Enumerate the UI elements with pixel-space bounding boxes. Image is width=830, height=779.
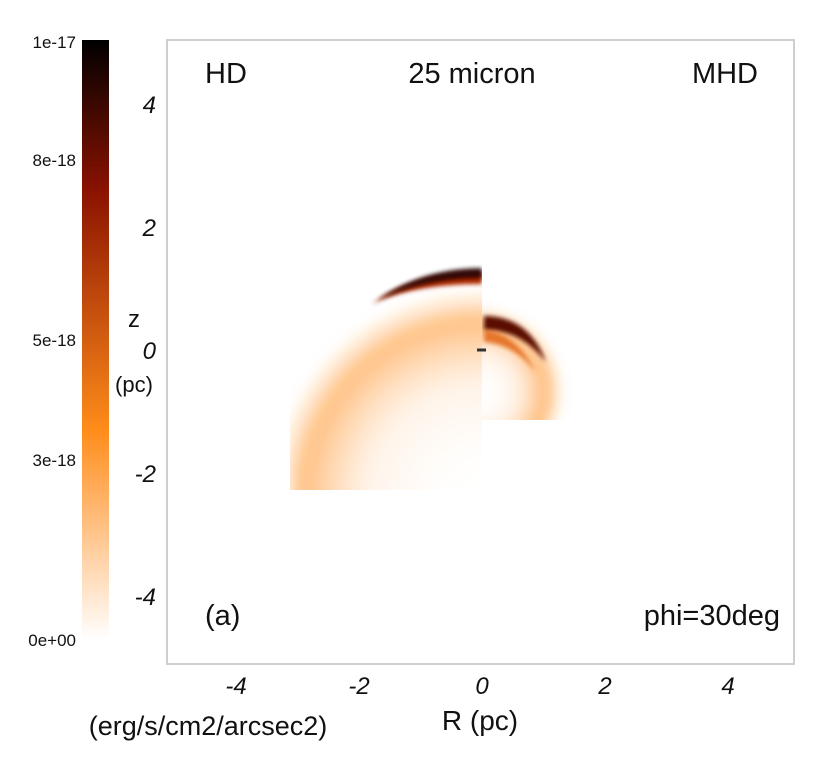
- mhd-shell-inner: [484, 330, 536, 372]
- colorbar-tick-label: 1e-17: [33, 33, 76, 52]
- colorbar-tick-label: 5e-18: [33, 331, 76, 350]
- panel-title: 25 micron: [408, 58, 535, 90]
- y-tick-label: 0: [143, 338, 157, 365]
- hd-shell-rim: [378, 268, 482, 300]
- y-tick-label: 2: [142, 215, 156, 242]
- y-axis-label: z: [128, 306, 140, 333]
- colorbar-label: (erg/s/cm2/arcsec2): [89, 711, 328, 741]
- colorbar-tick-label: 3e-18: [33, 451, 76, 470]
- panel-label-mhd: MHD: [692, 58, 758, 90]
- panel-angle-tag: phi=30deg: [644, 600, 780, 632]
- x-tick-label: 0: [475, 673, 489, 700]
- colorbar-tick-label: 8e-18: [33, 151, 76, 170]
- mhd-shell-rim: [484, 316, 546, 362]
- x-tick-label: 4: [721, 673, 734, 700]
- x-axis-label: R (pc): [442, 705, 518, 736]
- y-tick-label: -2: [135, 461, 156, 488]
- colorbar-tick-label: 0e+00: [28, 631, 76, 650]
- hd-shell-glow: [290, 255, 482, 490]
- x-tick-label: 2: [597, 673, 611, 700]
- y-tick-label: 4: [143, 92, 156, 119]
- hd-shell-front: [372, 272, 482, 304]
- panel-corner-tag: (a): [205, 600, 240, 632]
- y-axis-unit: (pc): [115, 372, 153, 397]
- y-tick-label: -4: [135, 584, 156, 611]
- emission-features: [290, 255, 560, 490]
- panel-label-hd: HD: [205, 58, 247, 90]
- colorbar: [82, 40, 109, 640]
- x-tick-label: -2: [348, 673, 369, 700]
- x-tick-label: -4: [225, 673, 246, 700]
